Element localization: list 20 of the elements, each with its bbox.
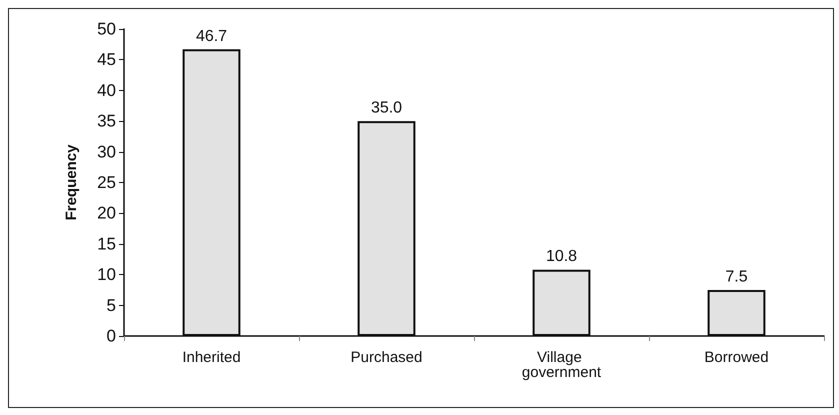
x-tick-label: Village government [522, 349, 602, 381]
y-tick-label: 15 [97, 234, 116, 254]
y-tick-label: 30 [97, 142, 116, 162]
x-tick-label: Borrowed [704, 349, 769, 366]
y-tick-label: 20 [97, 204, 116, 223]
y-tick-label: 10 [97, 265, 116, 284]
y-axis-title: Frequency [63, 144, 80, 220]
x-tick-label: Purchased [350, 349, 422, 366]
y-tick-label: 35 [97, 112, 116, 131]
data-label: 35.0 [370, 100, 402, 117]
y-tick-label: 40 [97, 80, 116, 100]
data-label: 10.8 [546, 248, 578, 266]
y-tick-label: 0 [106, 326, 116, 346]
x-tick-label: Inherited [182, 349, 241, 366]
data-label: 46.7 [196, 28, 228, 45]
data-label: 7.5 [725, 268, 748, 286]
y-tick-label: 45 [97, 50, 116, 70]
y-tick-label: 5 [106, 296, 116, 315]
y-tick-label: 25 [97, 173, 116, 192]
y-tick-label: 50 [97, 20, 116, 38]
